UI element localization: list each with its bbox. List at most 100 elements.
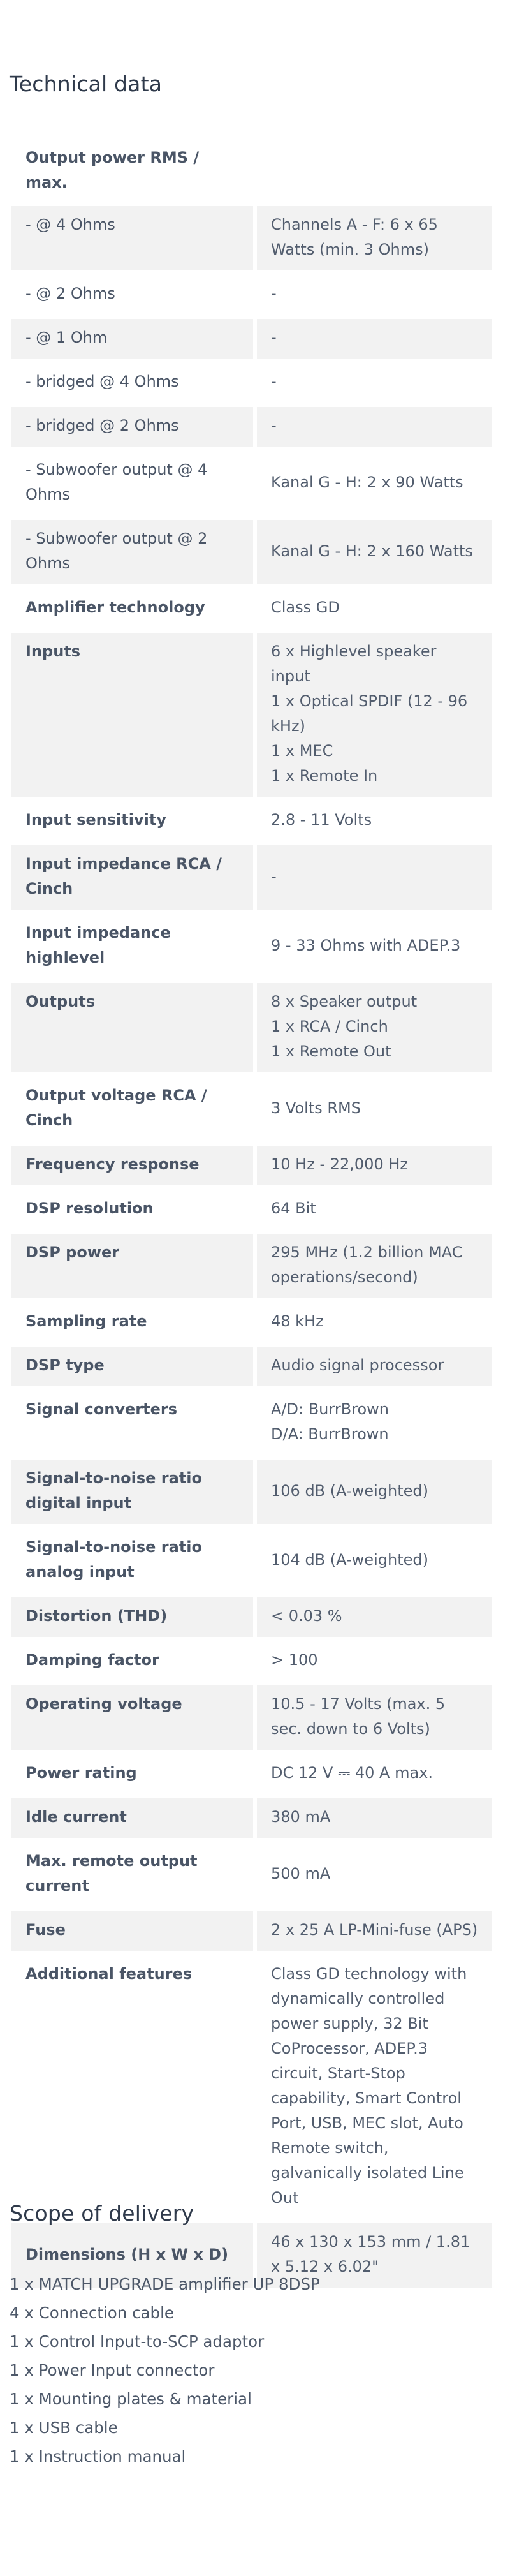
spec-value: 10.5 - 17 Volts (max. 5 sec. down to 6 V… <box>257 1685 492 1750</box>
spec-value-line: 46 x 130 x 153 mm / 1.81 x 5.12 x 6.02" <box>271 2233 470 2276</box>
spec-label: Signal converters <box>26 1400 177 1418</box>
spec-value: Class GD technology with dynamically con… <box>257 1955 492 2219</box>
spec-label: Sampling rate <box>26 1312 147 1330</box>
spec-row: Operating voltage 10.5 - 17 Volts (max. 5… <box>11 1685 492 1750</box>
spec-label: - @ 1 Ohm <box>11 319 253 359</box>
spec-label: Dimensions (H x W x D) <box>11 2223 253 2288</box>
spec-value-line: Class GD <box>271 598 340 616</box>
spec-row: Outputs 8 x Speaker output 1 x RCA / Cinch… <box>11 983 492 1072</box>
spec-value: 2 x 25 A LP-Mini-fuse (APS) <box>257 1911 492 1951</box>
spec-value: 500 mA <box>257 1842 492 1907</box>
spec-row: Frequency response 10 Hz - 22,000 Hz <box>11 1146 492 1185</box>
spec-value-line: 48 kHz <box>271 1312 324 1330</box>
scope-item: 1 x Instruction manual <box>10 2447 186 2466</box>
spec-value-line: - <box>271 285 277 302</box>
spec-value-line: Class GD technology with dynamically con… <box>271 1965 467 2207</box>
spec-row: Input impedance RCA / Cinch - <box>11 845 492 910</box>
spec-label: Output voltage RCA / Cinch <box>26 1086 207 1129</box>
spec-label: Input impedance RCA / Cinch <box>11 845 253 910</box>
spec-value: 64 Bit <box>257 1190 492 1229</box>
spec-row: Inputs 6 x Highlevel speaker input 1 x Opt… <box>11 633 492 797</box>
spec-value-line: D/A: BurrBrown <box>271 1425 389 1443</box>
spec-value-line: - <box>271 417 277 434</box>
spec-row: Signal-to-noise ratio analog input 104 dB… <box>11 1529 492 1593</box>
spec-row: - Subwoofer output @ 2 Ohms Kanal G - H: … <box>11 520 492 584</box>
spec-label: Damping factor <box>26 1651 159 1669</box>
spec-value-line: 1 x Remote Out <box>271 1042 391 1060</box>
spec-label: Outputs <box>11 983 253 1072</box>
spec-label: - @ 4 Ohms <box>11 206 253 270</box>
spec-value: - <box>257 363 492 403</box>
spec-label: Distortion (THD) <box>11 1597 253 1637</box>
spec-value-line: 3 Volts RMS <box>271 1099 361 1117</box>
scope-of-delivery-list: 1 x MATCH UPGRADE amplifier UP 8DSP 4 x C… <box>10 2270 320 2471</box>
spec-label: - bridged @ 2 Ohms <box>11 407 253 447</box>
spec-value: 295 MHz (1.2 billion MAC operations/seco… <box>257 1234 492 1298</box>
spec-value: 104 dB (A-weighted) <box>257 1529 492 1593</box>
spec-value: 48 kHz <box>257 1303 492 1342</box>
technical-data-table: Output power RMS / max. - @ 4 Ohms Channel… <box>8 130 496 2292</box>
spec-value-line: - <box>271 373 277 390</box>
spec-value-line: 2.8 - 11 Volts <box>271 811 372 829</box>
spec-value-line: 6 x Highlevel speaker input <box>271 642 437 685</box>
technical-data-heading: Technical data <box>10 71 163 96</box>
spec-row: - @ 4 Ohms Channels A - F: 6 x 65 Watts (… <box>11 206 492 270</box>
spec-label: - bridged @ 4 Ohms <box>26 373 179 390</box>
spec-value-line: 104 dB (A-weighted) <box>271 1550 428 1569</box>
spec-label: Signal-to-noise ratio digital input <box>11 1460 253 1524</box>
spec-value: Kanal G - H: 2 x 160 Watts <box>257 520 492 584</box>
spec-label: Input sensitivity <box>26 811 166 829</box>
spec-value: 6 x Highlevel speaker input 1 x Optical S… <box>257 633 492 797</box>
spec-value-line: DC 12 V ⎓ 40 A max. <box>271 1764 433 1782</box>
spec-value-line: Audio signal processor <box>271 1356 444 1374</box>
technical-data-table-body: Output power RMS / max. - @ 4 Ohms Channel… <box>11 134 492 2288</box>
spec-label: Power rating <box>26 1764 137 1782</box>
scope-item: 1 x Control Input-to-SCP adaptor <box>10 2332 265 2351</box>
spec-row: Max. remote output current 500 mA <box>11 1842 492 1907</box>
spec-value-line: 10 Hz - 22,000 Hz <box>271 1155 408 1173</box>
spec-row: - @ 2 Ohms - <box>11 275 492 315</box>
spec-value-line: 10.5 - 17 Volts (max. 5 sec. down to 6 V… <box>271 1695 446 1738</box>
spec-value-line: 9 - 33 Ohms with ADEP.3 <box>271 936 461 954</box>
spec-row: - bridged @ 2 Ohms - <box>11 407 492 447</box>
spec-label: - Subwoofer output @ 2 Ohms <box>11 520 253 584</box>
spec-value-line: 1 x RCA / Cinch <box>271 1018 388 1035</box>
spec-value: 8 x Speaker output 1 x RCA / Cinch 1 x Rem… <box>257 983 492 1072</box>
spec-value: Channels A - F: 6 x 65 Watts (min. 3 Ohm… <box>257 206 492 270</box>
spec-label: Signal-to-noise ratio analog input <box>26 1538 203 1581</box>
spec-row: Additional features Class GD technology w… <box>11 1955 492 2219</box>
spec-value: - <box>257 319 492 359</box>
spec-value-line: > 100 <box>271 1651 318 1669</box>
spec-label: Idle current <box>11 1798 253 1838</box>
spec-row: Signal converters A/D: BurrBrown D/A: Burr… <box>11 1391 492 1455</box>
spec-row: Sampling rate 48 kHz <box>11 1303 492 1342</box>
scope-item: 1 x MATCH UPGRADE amplifier UP 8DSP <box>10 2275 320 2293</box>
spec-value: A/D: BurrBrown D/A: BurrBrown <box>257 1391 492 1455</box>
scope-item: 1 x USB cable <box>10 2418 118 2437</box>
spec-value: 380 mA <box>257 1798 492 1838</box>
spec-value-line: A/D: BurrBrown <box>271 1400 390 1418</box>
spec-value-line: Kanal G - H: 2 x 90 Watts <box>271 473 463 491</box>
spec-label: - Subwoofer output @ 4 Ohms <box>26 461 208 503</box>
spec-value: < 0.03 % <box>257 1597 492 1637</box>
spec-value-line: 500 mA <box>271 1864 331 1883</box>
spec-value: Kanal G - H: 2 x 90 Watts <box>257 451 492 515</box>
spec-row: - @ 1 Ohm - <box>11 319 492 359</box>
spec-value: - <box>257 275 492 315</box>
spec-value: 2.8 - 11 Volts <box>257 801 492 841</box>
spec-value: Class GD <box>257 589 492 628</box>
spec-row: DSP power 295 MHz (1.2 billion MAC operat… <box>11 1234 492 1298</box>
spec-label: - @ 2 Ohms <box>26 285 115 302</box>
spec-label: Fuse <box>11 1911 253 1951</box>
spec-value <box>257 134 492 202</box>
spec-row: Fuse 2 x 25 A LP-Mini-fuse (APS) <box>11 1911 492 1951</box>
spec-row: - Subwoofer output @ 4 Ohms Kanal G - H: … <box>11 451 492 515</box>
spec-value-line: 64 Bit <box>271 1199 316 1217</box>
spec-value: DC 12 V ⎓ 40 A max. <box>257 1754 492 1794</box>
spec-label: Output power RMS / max. <box>26 149 200 191</box>
spec-row: Dimensions (H x W x D) 46 x 130 x 153 mm … <box>11 2223 492 2288</box>
scope-item: 4 x Connection cable <box>10 2304 174 2322</box>
spec-value: - <box>257 407 492 447</box>
spec-row: Input sensitivity 2.8 - 11 Volts <box>11 801 492 841</box>
spec-value-line: 106 dB (A-weighted) <box>271 1481 428 1500</box>
